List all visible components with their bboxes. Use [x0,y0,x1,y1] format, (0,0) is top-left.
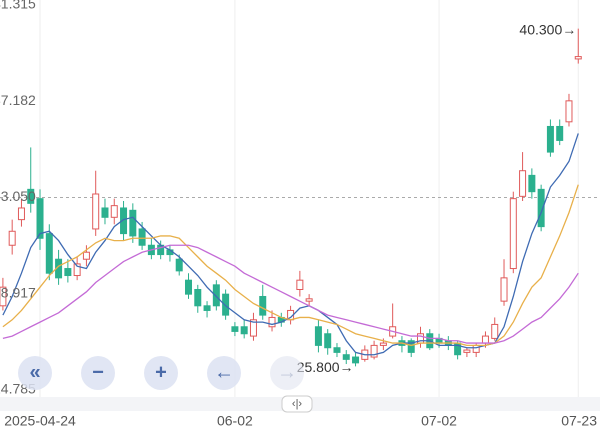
candle-body [231,326,239,332]
average-line [2,244,579,344]
candle-body [8,230,16,246]
control-button[interactable] [144,356,178,390]
y-tick-label: 28.917 [0,284,36,300]
x-tick-label: 07-23 [561,413,597,429]
candle-body [45,233,53,274]
candle-body [472,344,480,353]
control-button-label[interactable]: → [277,361,297,383]
candle-body [175,258,183,272]
candle-body [565,100,573,123]
control-button-label[interactable]: − [92,361,104,383]
candle-body [481,335,489,344]
average-line [2,184,579,347]
x-tick-label: 2025-04-24 [4,413,76,429]
candle-body [352,356,360,364]
price-annotation: 25.800→ [297,359,354,375]
y-tick-label: 41.315 [0,0,36,12]
candle-body [240,326,248,335]
candle-body [370,344,378,358]
control-button[interactable] [270,356,304,390]
candle-body [556,125,564,141]
x-tick-label: 07-02 [421,413,457,429]
y-tick-label: 33.050 [0,188,36,204]
candle-body [509,198,517,270]
candle-body [36,198,44,239]
control-button-label[interactable]: ← [214,361,234,383]
control-button[interactable] [81,356,115,390]
y-tick-label: 37.182 [0,92,36,108]
candle-body [546,125,554,153]
candle-body [27,188,35,204]
candle-body [110,205,118,218]
candle-body [101,207,109,218]
candle-body [574,56,582,60]
candle-body [407,340,415,353]
candle-body [120,207,128,235]
control-button[interactable] [207,356,241,390]
average-line [2,133,579,356]
candle-body [222,293,230,316]
candle-body [249,319,257,337]
candle-body [379,342,387,346]
candle-body [500,277,508,302]
x-tick-label: 06-02 [217,413,253,429]
candle-body [324,333,332,349]
candle-body [259,295,267,316]
candle-body [0,286,7,307]
price-annotation: 40.300→ [519,21,576,37]
candle-body [82,251,90,260]
candle-body [194,288,202,307]
candle-body [73,263,81,277]
candle-body [537,188,545,228]
candle-body [491,323,499,339]
candle-body [185,279,192,295]
candle-body [305,298,313,302]
candle-body [17,207,25,221]
control-button-label[interactable]: + [155,361,167,383]
candle-body [528,174,536,193]
candle-body [92,193,100,230]
candle-body [314,326,322,346]
candle-body [212,284,220,307]
control-button-label[interactable]: « [29,361,40,383]
candle-body [296,279,304,290]
candle-body [129,209,137,237]
scroll-button-label[interactable]: ‹|› [292,398,303,410]
candle-body [519,170,527,197]
candle-body [342,354,350,360]
control-button[interactable] [18,356,52,390]
candle-body [463,349,471,353]
candle-body [333,347,341,353]
candle-body [64,268,72,277]
candle-body [203,305,211,311]
candle-body [138,228,146,246]
scroll-button[interactable] [281,395,313,413]
candle-body [268,316,276,328]
